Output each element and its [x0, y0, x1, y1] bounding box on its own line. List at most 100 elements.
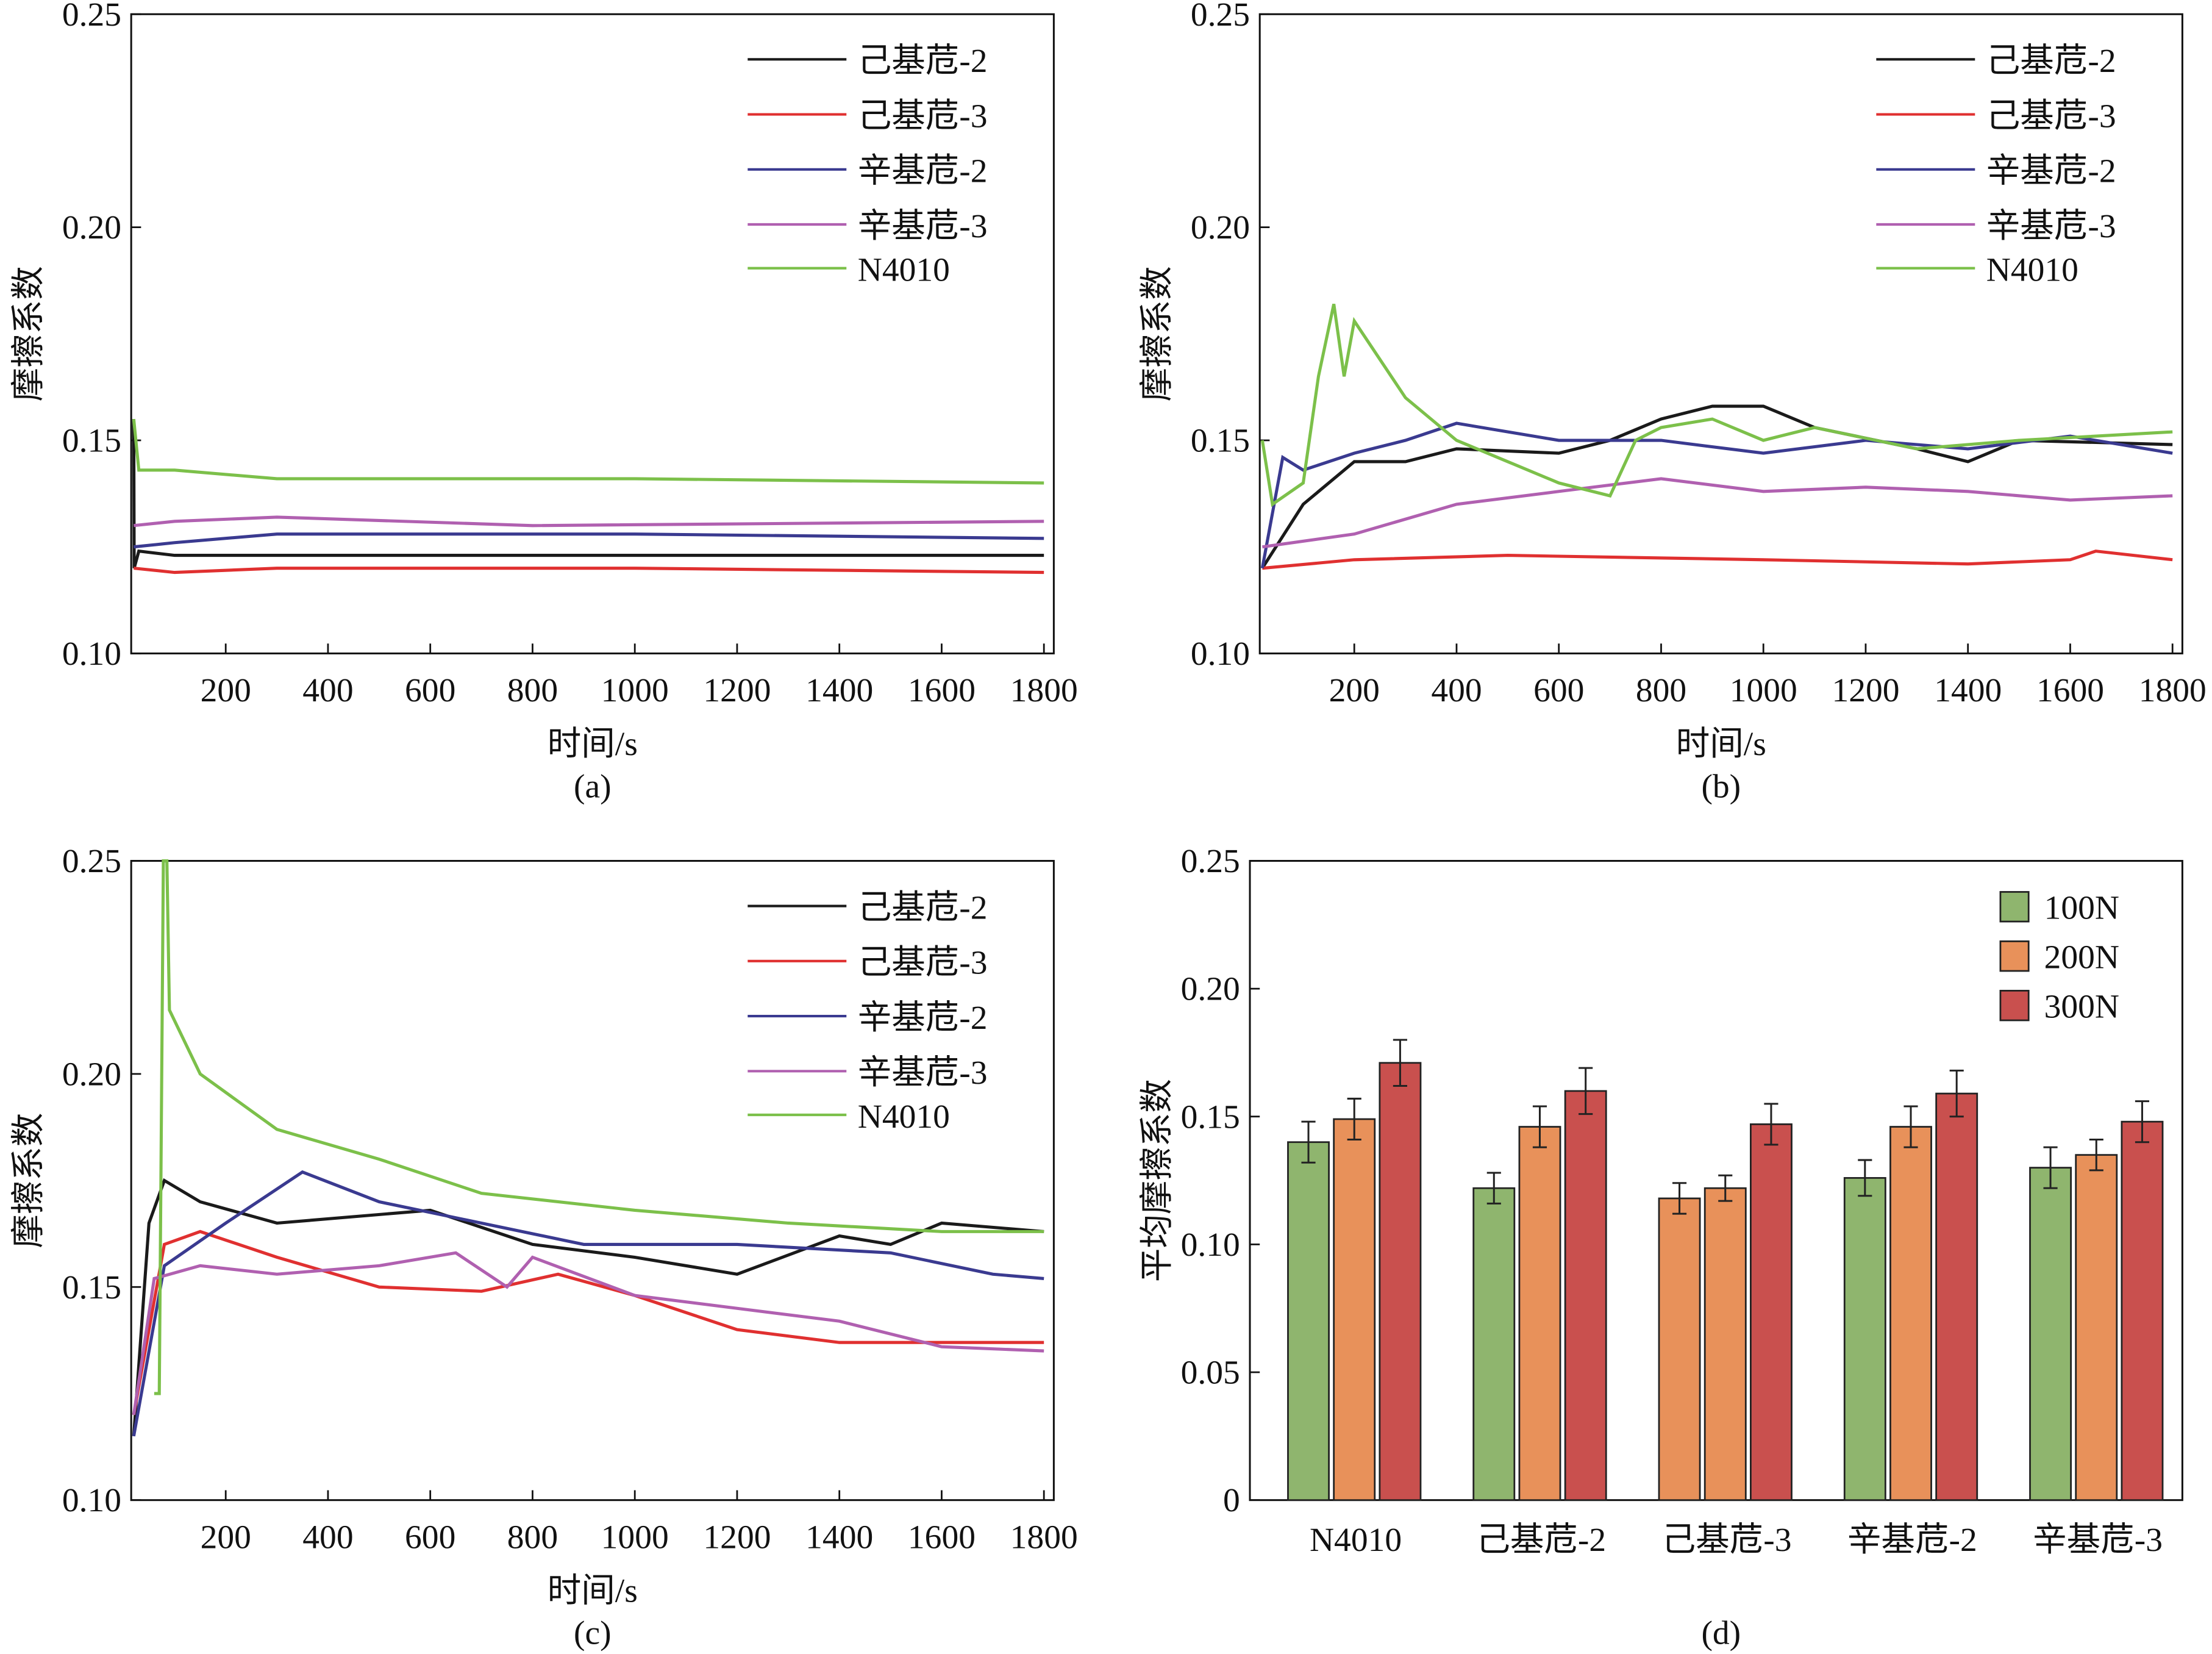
- y-tick-label: 0.10: [1181, 1226, 1240, 1264]
- legend-label: 100N: [2044, 889, 2119, 926]
- x-axis-label: 时间/s: [548, 1572, 638, 1609]
- bar: [1935, 1092, 1978, 1502]
- x-tick-label: 1600: [908, 672, 976, 709]
- panel-label: (b): [1701, 768, 1741, 805]
- panel-label: (d): [1701, 1615, 1741, 1652]
- legend-label: N4010: [1986, 252, 2078, 289]
- series-line: [132, 1251, 1044, 1416]
- series-line: [1262, 550, 2173, 570]
- x-tick-label: 1200: [703, 672, 771, 709]
- series-line: [1262, 477, 2173, 549]
- bar: [2121, 1120, 2164, 1502]
- bar: [2029, 1167, 2072, 1502]
- x-tick-label: 1600: [908, 1519, 976, 1556]
- x-tick-label: 1400: [1934, 672, 2002, 709]
- legend-label: 己基苊-3: [858, 98, 988, 135]
- series-line: [132, 1230, 1044, 1416]
- chart-panel-c: 0.10 0.15 0.20 0.25 摩擦系数 (c) 200 400 600 800 1000 1…: [10, 843, 1078, 1652]
- y-axis-label: 摩擦系数: [10, 266, 48, 401]
- y-tick-label: 0.20: [62, 209, 121, 246]
- x-tick-label: 600: [405, 672, 455, 709]
- bar: [2075, 1154, 2118, 1502]
- x-tick-label: 1000: [601, 672, 669, 709]
- y-tick-label: 0.15: [1181, 1098, 1240, 1136]
- y-tick-label: 0.10: [1191, 635, 1250, 673]
- bar: [1889, 1126, 1932, 1502]
- legend-label: 己基苊-3: [858, 945, 988, 982]
- legend-label: 辛基苊-2: [858, 1000, 988, 1037]
- plot-frame: [130, 13, 1055, 654]
- bar: [1518, 1126, 1561, 1502]
- y-tick-label: 0.25: [62, 0, 121, 34]
- series-line: [154, 859, 1044, 1395]
- x-tick-label: 200: [1329, 672, 1380, 709]
- legend-label: N4010: [858, 1098, 950, 1136]
- series-line: [134, 532, 1044, 549]
- series-line: [134, 567, 1044, 575]
- series-line: [132, 1178, 1044, 1437]
- series-line: [134, 515, 1044, 528]
- x-tick-label: 1800: [2139, 672, 2207, 709]
- series-line: [132, 418, 1044, 485]
- y-axis-label: 平均摩擦系数: [1139, 1079, 1176, 1282]
- x-tick-label: 800: [507, 1519, 558, 1556]
- x-tick-label: 400: [302, 672, 353, 709]
- legend-label: 己基苊-2: [858, 43, 988, 80]
- plot-frame: [130, 860, 1055, 1502]
- x-tick-label: 200: [201, 1519, 251, 1556]
- x-tick-label: 600: [405, 1519, 455, 1556]
- panel-label: (c): [574, 1615, 612, 1652]
- x-tick-label: 辛基苊-3: [2033, 1522, 2163, 1559]
- legend-label: N4010: [858, 252, 950, 289]
- legend-label: 辛基苊-2: [1986, 153, 2116, 190]
- x-tick-label: 1200: [1832, 672, 1899, 709]
- x-tick-label: 己基苊-3: [1662, 1522, 1792, 1559]
- series-line: [1260, 421, 2173, 569]
- y-tick-label: 0.25: [62, 843, 121, 880]
- y-tick-label: 0.05: [1181, 1355, 1240, 1392]
- x-tick-label: 400: [302, 1519, 353, 1556]
- x-tick-label: 800: [507, 672, 558, 709]
- x-tick-label: 400: [1431, 672, 1482, 709]
- x-tick-label: 200: [201, 672, 251, 709]
- y-tick-label: 0: [1223, 1482, 1240, 1519]
- x-tick-label: 1800: [1010, 672, 1078, 709]
- y-tick-label: 0.25: [1191, 0, 1250, 34]
- x-tick-label: 1800: [1010, 1519, 1078, 1556]
- bar: [1333, 1118, 1376, 1502]
- x-tick-label: 1400: [805, 672, 873, 709]
- y-tick-label: 0.20: [62, 1056, 121, 1093]
- chart-panel-b: 0.10 0.15 0.20 0.25 摩擦系数 (b) 200 400 600 800 1000 1…: [1139, 0, 2207, 805]
- legend-label: 辛基苊-2: [858, 153, 988, 190]
- y-tick-label: 0.20: [1181, 971, 1240, 1008]
- series-line: [1260, 303, 2173, 507]
- bar: [1658, 1197, 1701, 1502]
- legend-label: 己基苊-2: [1986, 43, 2116, 80]
- series-line: [1261, 404, 2173, 570]
- plot-frame: [1258, 13, 2183, 654]
- legend-label: 己基苊-3: [1986, 98, 2116, 135]
- x-tick-label: 辛基苊-2: [1847, 1522, 1977, 1559]
- bar: [1704, 1187, 1747, 1502]
- x-tick-label: 800: [1636, 672, 1686, 709]
- legend-swatch: [1999, 891, 2030, 923]
- bar: [1750, 1123, 1793, 1502]
- legend-swatch: [1999, 940, 2030, 972]
- x-tick-label: 1400: [805, 1519, 873, 1556]
- y-tick-label: 0.15: [62, 1269, 121, 1306]
- legend-label: 200N: [2044, 939, 2119, 976]
- legend-swatch: [1999, 990, 2030, 1022]
- x-tick-label: 1600: [2036, 672, 2104, 709]
- bar: [1843, 1177, 1886, 1502]
- bar: [1379, 1062, 1422, 1502]
- bar: [1472, 1187, 1516, 1502]
- y-tick-label: 0.10: [62, 1482, 121, 1519]
- y-tick-label: 0.15: [1191, 423, 1250, 460]
- legend-label: 己基苊-2: [858, 889, 988, 926]
- x-tick-label: 1200: [703, 1519, 771, 1556]
- y-tick-label: 0.10: [62, 635, 121, 673]
- y-tick-label: 0.15: [62, 423, 121, 460]
- legend-label: 辛基苊-3: [858, 1054, 988, 1092]
- x-tick-label: 1000: [601, 1519, 669, 1556]
